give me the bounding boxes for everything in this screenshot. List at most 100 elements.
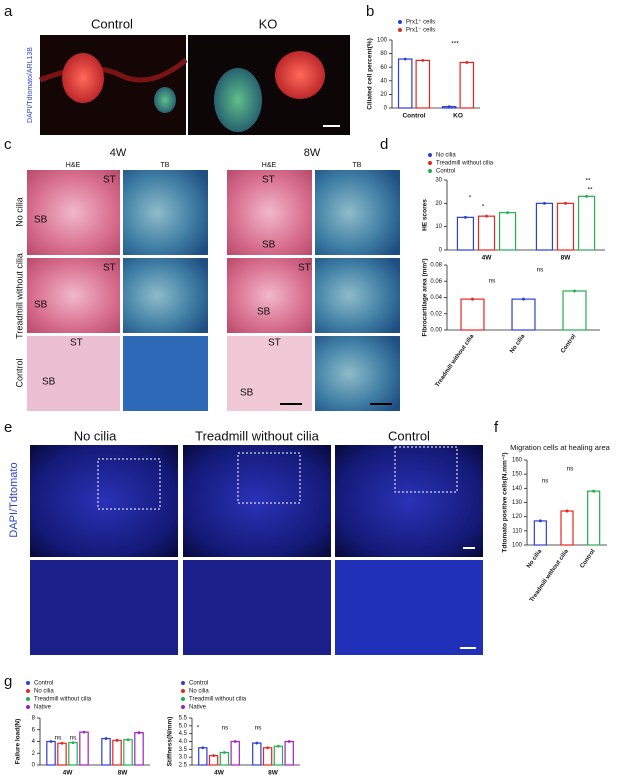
legend-label: Native: [34, 705, 52, 711]
annotation: *: [469, 195, 472, 202]
bar: [562, 290, 587, 331]
x-tick-label: KO: [453, 113, 463, 120]
y-tick-label: 8: [32, 716, 36, 722]
bar-dot: [126, 738, 130, 742]
bar: [535, 202, 554, 251]
x-tick-label: 8W: [561, 255, 572, 262]
annotation: ns: [55, 735, 63, 742]
panel-title: KO: [259, 16, 278, 31]
y-tick-label: 30: [435, 178, 442, 184]
bar-dot: [277, 744, 280, 748]
legend-marker: [181, 689, 185, 693]
bar: [230, 740, 240, 766]
bar: [208, 754, 219, 766]
annotation: ns: [489, 278, 497, 285]
panel-title: Control: [91, 16, 133, 31]
bar: [587, 490, 601, 546]
y-axis-label: Ciliated cell percent(%): [367, 38, 374, 110]
y-tick-label: 2: [32, 751, 36, 757]
annotation: ns: [537, 267, 545, 274]
bar-dot: [573, 289, 576, 293]
y-tick-label: 160: [512, 458, 523, 464]
x-tick-label: No cilia: [526, 548, 544, 569]
y-tick-label: 100: [377, 38, 388, 44]
bar: [57, 742, 67, 766]
y-tick-label: 60: [380, 65, 387, 71]
x-tick-label: Control: [402, 113, 425, 120]
bar-dot: [538, 519, 542, 523]
x-tick-label: 4W: [482, 255, 493, 262]
legend-label: Treadmill without cilia: [436, 161, 494, 167]
y-tick-label: 80: [380, 51, 387, 57]
y-tick-label: 120: [512, 514, 523, 520]
legend-marker: [398, 20, 402, 24]
bar-dot: [522, 297, 525, 301]
legend-marker: [398, 28, 402, 32]
legend-label: No cilia: [189, 689, 209, 695]
y-tick-label: 110: [512, 528, 522, 534]
y-tick-label: 0.08: [430, 263, 442, 269]
bar-dot: [447, 105, 451, 109]
stain-label: DAPI/Tdtomato: [8, 462, 20, 537]
legend-marker: [181, 705, 185, 709]
bar-dot: [223, 751, 226, 754]
bar-dot: [464, 215, 467, 219]
bar: [101, 737, 111, 766]
legend-label: Control: [436, 169, 455, 175]
bar: [112, 739, 122, 766]
bar: [262, 747, 273, 766]
y-tick-label: 0.06: [430, 279, 442, 285]
legend-marker: [26, 697, 30, 701]
time-label: 4W: [110, 147, 127, 159]
y-tick-label: 0: [439, 248, 443, 254]
y-tick-label: 4.0: [179, 739, 188, 745]
y-tick-label: 0: [32, 763, 36, 769]
y-tick-label: 20: [380, 92, 387, 98]
bar: [79, 731, 89, 766]
legend-label: Treadmill without cilia: [34, 697, 92, 703]
stain-label: DAPI/Tdtomato/ARL13B: [27, 47, 34, 123]
y-tick-label: 3.0: [179, 755, 188, 761]
annotation: ns: [567, 466, 575, 473]
bar-dot: [201, 746, 205, 750]
bar-dot: [403, 57, 407, 61]
bar: [219, 751, 230, 766]
bar-dot: [266, 746, 269, 750]
tissue-label: SB: [257, 307, 271, 318]
annotation: *: [482, 204, 485, 211]
bar: [560, 510, 574, 546]
time-label: 8W: [304, 147, 321, 159]
y-tick-label: 0.02: [430, 311, 442, 317]
bar: [533, 520, 547, 546]
annotation: **: [585, 178, 591, 185]
panel-letter: a: [4, 3, 13, 20]
row-label: No cilia: [14, 197, 24, 227]
y-tick-label: 150: [512, 472, 523, 478]
panel-letter: c: [4, 136, 12, 153]
bar-dot: [82, 730, 86, 734]
bar-dot: [255, 741, 259, 745]
legend-label: No cilia: [34, 689, 54, 695]
legend-label: No cilia: [436, 153, 456, 159]
legend-marker: [26, 681, 30, 685]
panel-title: Treadmill without cilia: [195, 428, 320, 443]
y-tick-label: 130: [512, 500, 523, 506]
tissue-label: ST: [103, 175, 116, 186]
bar-dot: [233, 740, 237, 743]
bar-dot: [71, 741, 75, 745]
row-label: Treadmill without cilia: [14, 253, 24, 339]
panel-title: No cilia: [74, 428, 117, 443]
bar-dot: [506, 211, 509, 215]
y-tick-label: 10: [435, 224, 442, 230]
annotation: *: [197, 725, 200, 732]
bar-dot: [421, 59, 425, 62]
bar-dot: [543, 201, 546, 205]
y-tick-label: 4: [32, 739, 36, 745]
bar-dot: [465, 61, 469, 64]
bar: [198, 747, 208, 766]
bar: [123, 739, 133, 766]
annotation: ns: [70, 735, 78, 742]
legend-marker: [26, 689, 30, 693]
bar-dot: [485, 214, 488, 218]
